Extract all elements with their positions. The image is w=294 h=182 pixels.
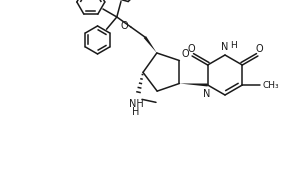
Polygon shape (144, 36, 157, 53)
Text: H: H (230, 41, 237, 50)
Text: N: N (221, 42, 229, 52)
Text: O: O (120, 21, 128, 31)
Text: O: O (187, 44, 195, 54)
Polygon shape (179, 84, 208, 86)
Text: N: N (203, 89, 211, 99)
Text: H: H (132, 107, 140, 117)
Text: NH: NH (129, 99, 143, 109)
Text: O: O (181, 49, 189, 59)
Text: CH₃: CH₃ (262, 80, 279, 90)
Text: O: O (255, 44, 263, 54)
